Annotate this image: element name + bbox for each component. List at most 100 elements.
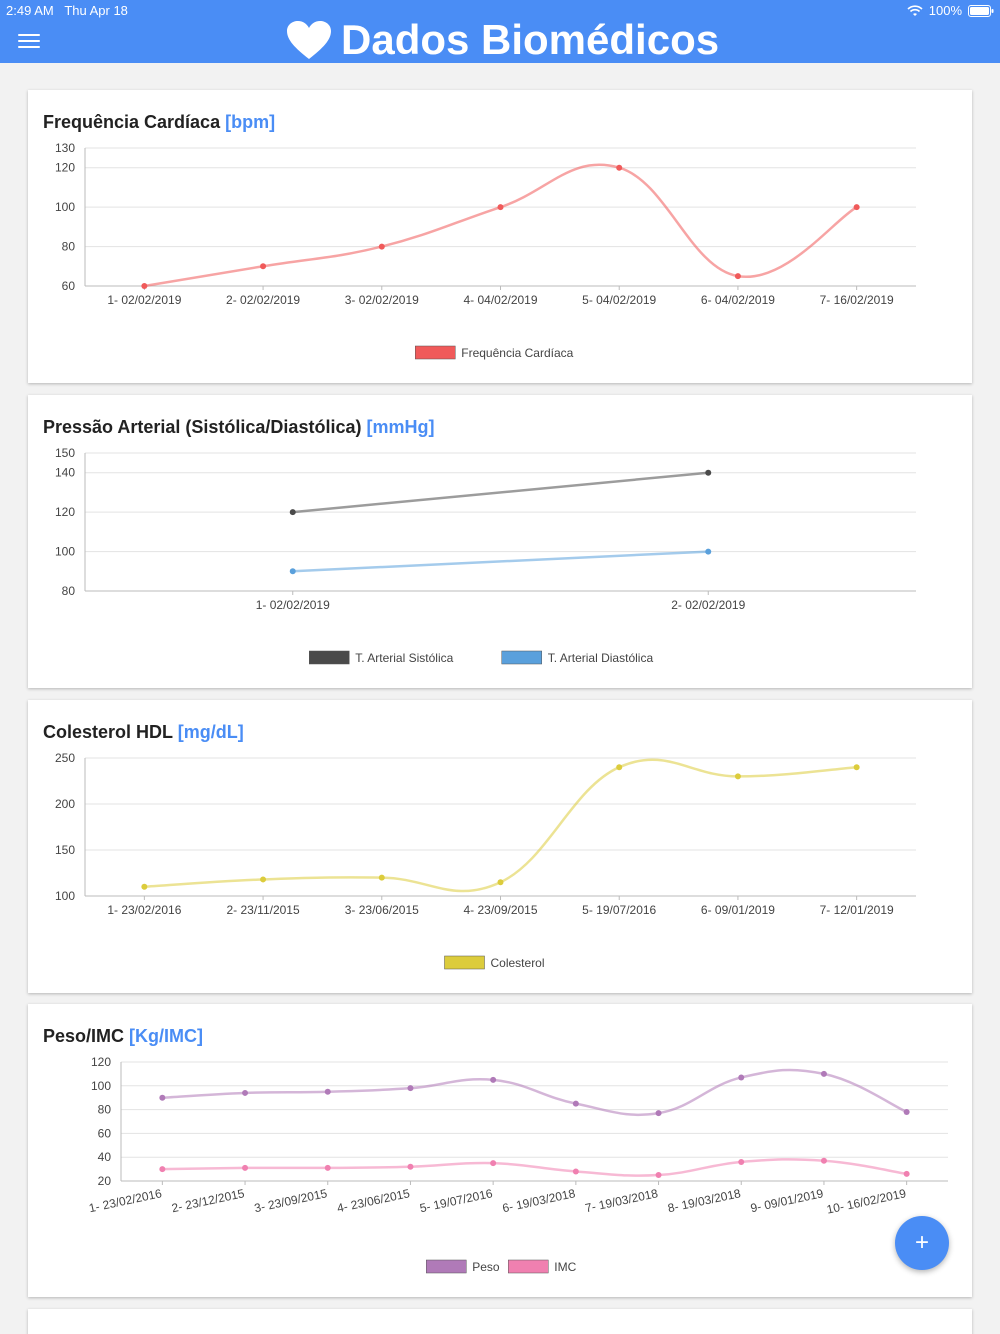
blood-pressure-card: Pressão Arterial (Sistólica/Diastólica) … xyxy=(28,395,972,688)
legend-swatch xyxy=(508,1259,549,1274)
data-point xyxy=(260,263,267,270)
data-point xyxy=(497,879,504,886)
legend-swatch xyxy=(444,955,485,970)
weight-bmi-chart: 20 40 60 80 100 120 1- 23/02/2016 2- 23/12/2015… xyxy=(88,1055,948,1274)
data-point xyxy=(497,204,504,211)
card-title: Peso/IMC [Kg/IMC] xyxy=(43,1026,203,1047)
heart-rate-card: Frequência Cardíaca [bpm] 60 80 100 120 130 1… xyxy=(28,90,972,383)
legend-label: T. Arterial Sistólica xyxy=(355,651,453,665)
battery-icon xyxy=(968,4,994,17)
x-tick-label: 3- 23/09/2015 xyxy=(253,1186,329,1215)
x-tick-label: 1- 23/02/2016 xyxy=(88,1186,164,1215)
data-point xyxy=(903,1170,910,1177)
y-tick-label: 250 xyxy=(55,751,75,765)
page-title: Dados Biomédicos xyxy=(341,16,720,63)
add-record-button[interactable]: + xyxy=(895,1216,949,1270)
data-point xyxy=(820,1070,827,1077)
data-point xyxy=(705,548,712,555)
data-point xyxy=(853,204,860,211)
data-point xyxy=(853,764,860,771)
legend-swatch xyxy=(309,650,350,665)
x-tick-label: 6- 09/01/2019 xyxy=(701,903,775,917)
data-point xyxy=(141,283,148,289)
data-point xyxy=(734,773,741,780)
x-tick-label: 6- 19/03/2018 xyxy=(501,1186,577,1215)
status-indicators: 100% xyxy=(907,3,994,18)
card-title: Pressão Arterial (Sistólica/Diastólica) … xyxy=(43,417,434,438)
y-tick-label: 100 xyxy=(55,545,75,559)
y-tick-label: 100 xyxy=(55,200,75,214)
data-point xyxy=(655,1172,662,1179)
x-tick-label: 6- 04/02/2019 xyxy=(701,293,775,307)
y-tick-label: 60 xyxy=(62,279,76,293)
menu-icon-bar xyxy=(18,46,40,48)
legend-label: T. Arterial Diastólica xyxy=(548,651,654,665)
x-tick-label: 5- 19/07/2016 xyxy=(582,903,656,917)
data-point xyxy=(490,1160,497,1167)
weight-bmi-card: Peso/IMC [Kg/IMC] 20 40 60 80 100 120 1- 23/02… xyxy=(28,1004,972,1297)
menu-icon-bar xyxy=(18,40,40,42)
y-tick-label: 120 xyxy=(55,505,75,519)
series-line xyxy=(144,163,858,288)
x-tick-label: 2- 02/02/2019 xyxy=(226,293,300,307)
x-tick-label: 1- 02/02/2019 xyxy=(256,598,330,612)
x-tick-label: 7- 19/03/2018 xyxy=(584,1186,660,1215)
legend-swatch xyxy=(501,650,542,665)
card-title-text: Colesterol HDL xyxy=(43,722,173,742)
y-tick-label: 100 xyxy=(55,889,75,903)
card-title: Frequência Cardíaca [bpm] xyxy=(43,112,275,133)
heart-rate-chart: 60 80 100 120 130 1- 02/02/2019 2- 02/02/2019 3… xyxy=(55,141,916,360)
card-title: Colesterol HDL [mg/dL] xyxy=(43,722,244,743)
data-point xyxy=(378,874,385,881)
y-tick-label: 140 xyxy=(55,466,75,480)
blood-pressure-chart: 80 100 120 140 150 1- 02/02/2019 2- 02/02/2019… xyxy=(55,446,916,665)
status-date: Thu Apr 18 xyxy=(64,3,128,18)
data-point xyxy=(616,164,623,171)
data-point xyxy=(324,1088,331,1095)
data-point xyxy=(289,568,296,575)
data-point xyxy=(260,876,267,883)
series-line xyxy=(144,758,857,893)
data-point xyxy=(407,1163,414,1170)
x-tick-label: 4- 04/02/2019 xyxy=(463,293,537,307)
data-point xyxy=(242,1164,249,1171)
x-tick-label: 7- 12/01/2019 xyxy=(820,903,894,917)
card-unit: [mmHg] xyxy=(366,417,435,437)
x-tick-label: 10- 16/02/2019 xyxy=(825,1186,907,1217)
y-tick-label: 150 xyxy=(55,843,75,857)
y-tick-label: 20 xyxy=(98,1174,112,1188)
x-tick-label: 9- 09/01/2019 xyxy=(749,1186,825,1215)
y-tick-label: 80 xyxy=(62,584,76,598)
x-tick-label: 4- 23/09/2015 xyxy=(463,903,537,917)
legend-swatch xyxy=(426,1259,467,1274)
y-tick-label: 60 xyxy=(98,1126,112,1140)
data-point xyxy=(378,243,385,250)
x-tick-label: 5- 19/07/2016 xyxy=(418,1186,494,1215)
app-title: Dados Biomédicos xyxy=(285,14,719,66)
x-tick-label: 1- 02/02/2019 xyxy=(107,293,181,307)
data-point xyxy=(820,1157,827,1164)
menu-button[interactable] xyxy=(18,34,40,50)
series-line xyxy=(292,471,709,514)
data-point xyxy=(738,1158,745,1165)
y-tick-label: 40 xyxy=(98,1150,112,1164)
series-line xyxy=(162,1158,907,1177)
data-point xyxy=(655,1110,662,1117)
app-header: 2:49 AM Thu Apr 18 100% Dados Biomédicos xyxy=(0,0,1000,63)
data-point xyxy=(738,1074,745,1081)
data-point xyxy=(705,469,712,476)
data-point xyxy=(141,883,148,890)
x-tick-label: 8- 19/03/2018 xyxy=(667,1186,743,1215)
data-point xyxy=(572,1100,579,1107)
data-point xyxy=(159,1094,166,1101)
x-tick-label: 2- 02/02/2019 xyxy=(671,598,745,612)
legend-label: IMC xyxy=(554,1260,576,1274)
battery-level: 100% xyxy=(928,3,962,18)
menu-icon-bar xyxy=(18,34,40,36)
hdl-cholesterol-card: Colesterol HDL [mg/dL] 100 150 200 250 1- 23… xyxy=(28,700,972,993)
card-unit: [Kg/IMC] xyxy=(129,1026,204,1046)
card-unit: [mg/dL] xyxy=(177,722,244,742)
data-point xyxy=(903,1108,910,1115)
status-time: 2:49 AM Thu Apr 18 xyxy=(6,3,128,18)
x-tick-label: 2- 23/12/2015 xyxy=(170,1186,246,1215)
